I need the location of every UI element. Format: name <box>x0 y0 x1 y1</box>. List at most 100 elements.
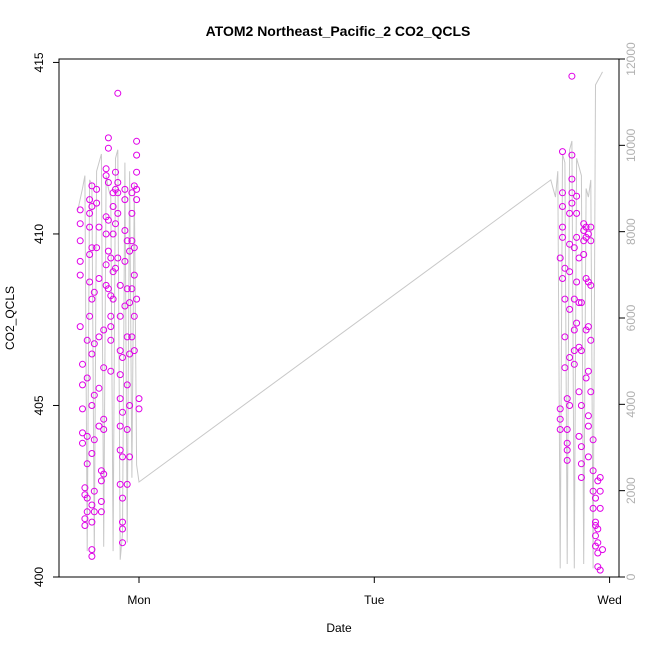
data-point <box>128 237 136 245</box>
data-point <box>109 203 117 210</box>
data-point <box>575 299 583 307</box>
data-point <box>116 312 124 320</box>
data-point <box>95 333 103 341</box>
data-point <box>596 504 604 512</box>
y-right-tick-label: 10000 <box>624 128 638 162</box>
data-point <box>121 302 129 310</box>
data-point <box>570 360 578 368</box>
data-point <box>100 470 108 478</box>
data-point <box>116 422 124 430</box>
y-right-tick-label: 12000 <box>624 42 638 76</box>
y-right-tick-label: 8000 <box>624 218 638 245</box>
data-point <box>559 189 566 197</box>
data-point <box>573 192 581 200</box>
data-point <box>97 477 105 485</box>
data-point <box>86 312 94 320</box>
data-point <box>119 408 126 416</box>
data-point <box>589 436 597 444</box>
data-point <box>130 312 138 320</box>
data-point <box>126 453 134 461</box>
data-point <box>114 209 122 217</box>
data-point <box>86 251 94 258</box>
data-point <box>556 405 564 413</box>
data-point <box>570 347 578 355</box>
y-right-tick-label: 2000 <box>624 477 638 504</box>
data-point <box>133 151 141 159</box>
data-point <box>100 364 108 372</box>
data-point <box>570 326 578 334</box>
data-point <box>76 220 84 228</box>
data-point <box>582 223 590 231</box>
data-point <box>100 326 108 334</box>
data-point <box>130 244 138 252</box>
x-tick-label: Tue <box>364 593 385 607</box>
data-point <box>83 494 91 502</box>
data-point <box>556 415 564 423</box>
data-point <box>133 196 141 204</box>
data-point <box>577 347 585 355</box>
data-point <box>126 350 134 358</box>
data-point <box>133 168 141 176</box>
data-point <box>577 402 585 409</box>
data-point <box>93 244 101 252</box>
data-point <box>112 168 119 176</box>
data-point <box>584 323 592 331</box>
data-point <box>556 426 564 433</box>
data-point <box>123 480 131 488</box>
data-point <box>100 426 108 433</box>
y-left-tick-label: 415 <box>32 52 46 72</box>
data-point <box>566 268 574 276</box>
data-point <box>580 251 588 258</box>
data-point <box>109 295 117 303</box>
x-axis-label: Date <box>326 621 352 635</box>
data-point <box>107 367 115 375</box>
data-point <box>130 271 138 279</box>
data-point <box>104 134 112 142</box>
data-point <box>587 237 595 245</box>
data-point <box>81 515 89 523</box>
data-point <box>83 460 91 468</box>
data-point <box>589 487 597 495</box>
data-point <box>566 402 574 409</box>
data-point <box>561 264 569 272</box>
data-point <box>86 223 94 231</box>
data-point <box>79 405 86 413</box>
data-point <box>592 494 599 502</box>
data-point <box>130 347 138 355</box>
data-point <box>95 275 103 282</box>
data-point <box>121 227 129 234</box>
data-point <box>121 185 129 193</box>
data-point <box>128 333 136 341</box>
data-point <box>88 546 96 554</box>
data-point <box>116 446 124 454</box>
data-point <box>76 237 84 245</box>
data-point <box>570 244 578 252</box>
data-point <box>563 439 571 447</box>
data-point <box>577 299 585 307</box>
data-point <box>79 439 86 447</box>
data-point <box>592 518 599 526</box>
data-point <box>577 474 585 481</box>
data-point <box>119 539 126 547</box>
data-point <box>116 371 124 379</box>
data-point <box>559 275 566 282</box>
data-point <box>90 391 98 399</box>
data-point <box>135 395 143 403</box>
data-point <box>83 374 91 382</box>
data-point <box>126 402 134 409</box>
data-point <box>81 522 89 529</box>
data-point <box>95 422 103 430</box>
data-point <box>584 453 592 461</box>
data-point <box>596 474 604 481</box>
data-point <box>88 244 96 252</box>
data-point <box>76 271 84 279</box>
data-point <box>563 395 571 403</box>
data-point <box>575 432 583 440</box>
data-point <box>568 72 576 80</box>
data-point <box>119 453 126 461</box>
data-point <box>79 381 86 389</box>
data-point <box>133 185 141 193</box>
data-point <box>596 566 604 574</box>
data-point <box>97 498 105 505</box>
data-point <box>116 281 124 289</box>
